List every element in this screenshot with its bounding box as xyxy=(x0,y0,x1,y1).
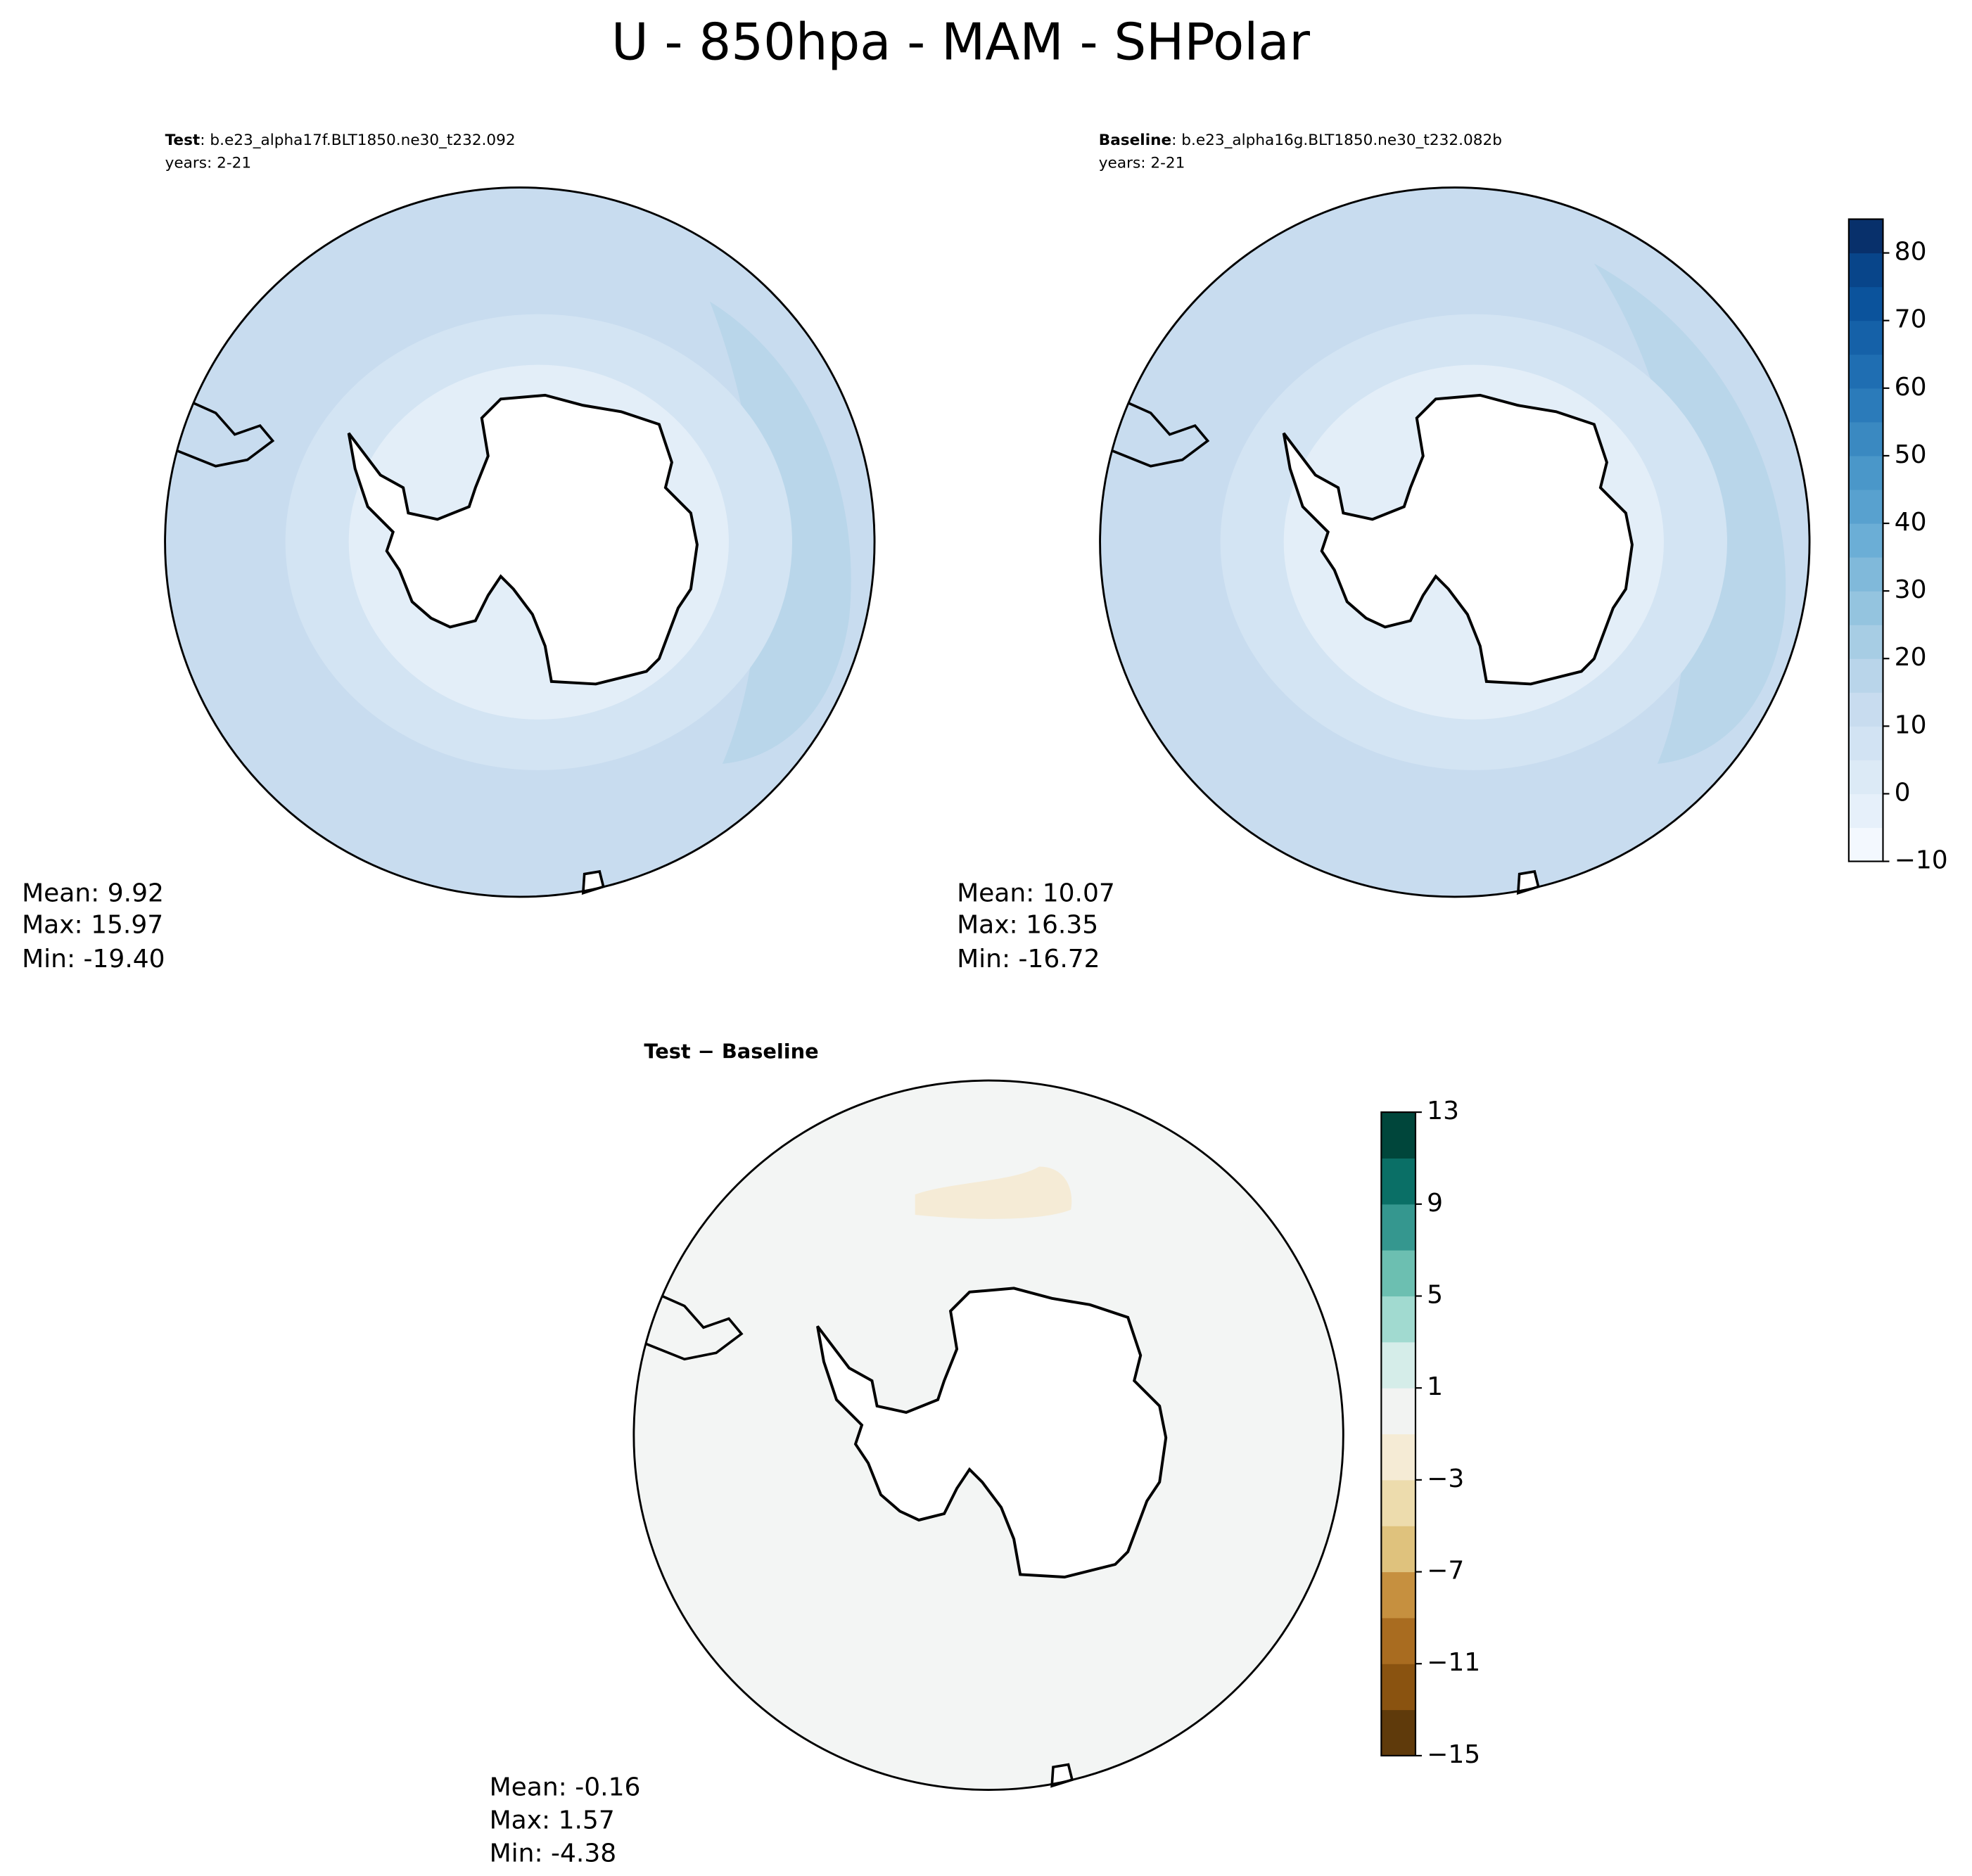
stat-line: Max: 16.35 xyxy=(957,910,1098,939)
colorbar-tick-label: 70 xyxy=(1895,305,1927,334)
colorbar-band xyxy=(1848,354,1883,389)
panel-header: Baseline: b.e23_alpha16g.BLT1850.ne30_t2… xyxy=(1099,132,1502,149)
colorbar-frame xyxy=(1380,1111,1417,1757)
stat-line: Max: 15.97 xyxy=(22,910,163,939)
colorbar-tick-label: 20 xyxy=(1895,643,1927,672)
case-name: : b.e23_alpha16g.BLT1850.ne30_t232.082b xyxy=(1171,132,1502,149)
colorbar-band xyxy=(1848,760,1883,794)
map xyxy=(164,186,876,898)
stat-line: Mean: 9.92 xyxy=(22,879,164,907)
colorbar-tick-label: 40 xyxy=(1895,508,1927,537)
colorbar-frame xyxy=(1847,218,1884,862)
stat-line: Min: -4.38 xyxy=(490,1839,617,1868)
colorbar-band xyxy=(1381,1250,1416,1297)
colorbar-tick-label: 80 xyxy=(1895,238,1927,267)
colorbar-band xyxy=(1381,1388,1416,1435)
stats: Mean: -0.16 Max: 1.57 Min: -4.38 xyxy=(490,1773,641,1868)
stat-line: Mean: 10.07 xyxy=(957,879,1115,907)
panel-label: Test xyxy=(165,132,201,149)
colorbar-band xyxy=(1848,692,1883,727)
colorbar-tick-label: −15 xyxy=(1427,1740,1480,1769)
colorbar-band xyxy=(1848,253,1883,288)
colorbar-band xyxy=(1848,658,1883,693)
colorbar-band xyxy=(1848,320,1883,355)
colorbar-band xyxy=(1381,1112,1416,1159)
stats: Mean: 9.92 Max: 15.97 Min: -19.40 xyxy=(22,879,165,974)
colorbar-band xyxy=(1381,1341,1416,1389)
colorbar-tick-label: 1 xyxy=(1427,1372,1443,1401)
map xyxy=(632,1079,1344,1791)
colorbar-band xyxy=(1848,827,1883,862)
colorbar-band xyxy=(1381,1664,1416,1711)
colorbar-tick-label: 13 xyxy=(1427,1097,1459,1125)
stat-line: Max: 1.57 xyxy=(490,1806,615,1835)
colorbar-band xyxy=(1848,625,1883,659)
years: years: 2-21 xyxy=(165,154,252,172)
panel-label: Test − Baseline xyxy=(644,1039,818,1063)
colorbar-tick-label: 50 xyxy=(1895,440,1927,469)
colorbar-tick-label: 9 xyxy=(1427,1189,1443,1218)
colorbar-band xyxy=(1848,489,1883,524)
case-name: : b.e23_alpha17f.BLT1850.ne30_t232.092 xyxy=(200,132,515,149)
stat-line: Min: -19.40 xyxy=(22,945,165,974)
map xyxy=(1099,186,1811,898)
colorbar-tick-label: 5 xyxy=(1427,1280,1443,1309)
colorbar-band xyxy=(1381,1204,1416,1251)
stat-line: Min: -16.72 xyxy=(957,945,1100,974)
colorbar-tick-label: −10 xyxy=(1895,846,1948,875)
colorbar-tick-label: 0 xyxy=(1895,778,1911,807)
colorbar-band xyxy=(1848,557,1883,592)
colorbar-band xyxy=(1848,421,1883,457)
panel-label: Baseline xyxy=(1099,132,1171,149)
colorbar-tick-label: 10 xyxy=(1895,710,1927,739)
colorbar-band xyxy=(1381,1709,1416,1756)
colorbar-band xyxy=(1848,793,1883,829)
colorbar-band xyxy=(1848,523,1883,558)
colorbar-tick-label: 30 xyxy=(1895,575,1927,604)
figure-title: U - 850hpa - MAM - SHPolar xyxy=(611,12,1310,71)
colorbar-band xyxy=(1381,1158,1416,1205)
colorbar-band xyxy=(1848,591,1883,625)
colorbar-band xyxy=(1848,388,1883,423)
colorbar-band xyxy=(1848,286,1883,321)
colorbar-tick-label: −7 xyxy=(1427,1557,1464,1585)
stats: Mean: 10.07 Max: 16.35 Min: -16.72 xyxy=(957,879,1115,974)
years: years: 2-21 xyxy=(1099,154,1185,172)
colorbar-band xyxy=(1381,1434,1416,1481)
colorbar-band xyxy=(1848,455,1883,490)
colorbar-band xyxy=(1381,1526,1416,1573)
colorbar-tick-label: −11 xyxy=(1427,1648,1480,1677)
colorbar-band xyxy=(1381,1296,1416,1343)
panel-header: Test: b.e23_alpha17f.BLT1850.ne30_t232.0… xyxy=(165,132,516,149)
colorbar-band xyxy=(1848,219,1883,254)
colorbar-band xyxy=(1381,1617,1416,1664)
colorbar-tick-label: 60 xyxy=(1895,373,1927,402)
colorbar-band xyxy=(1848,726,1883,760)
colorbars: −10 0 10 20 30 40 50 60 70 80 −15 −11 −7 −3 1 5 9 13 xyxy=(1380,218,1948,1769)
colorbar-tick-label: −3 xyxy=(1427,1465,1464,1493)
colorbar-band xyxy=(1381,1479,1416,1526)
stat-line: Mean: -0.16 xyxy=(490,1773,641,1802)
colorbar-band xyxy=(1381,1571,1416,1619)
